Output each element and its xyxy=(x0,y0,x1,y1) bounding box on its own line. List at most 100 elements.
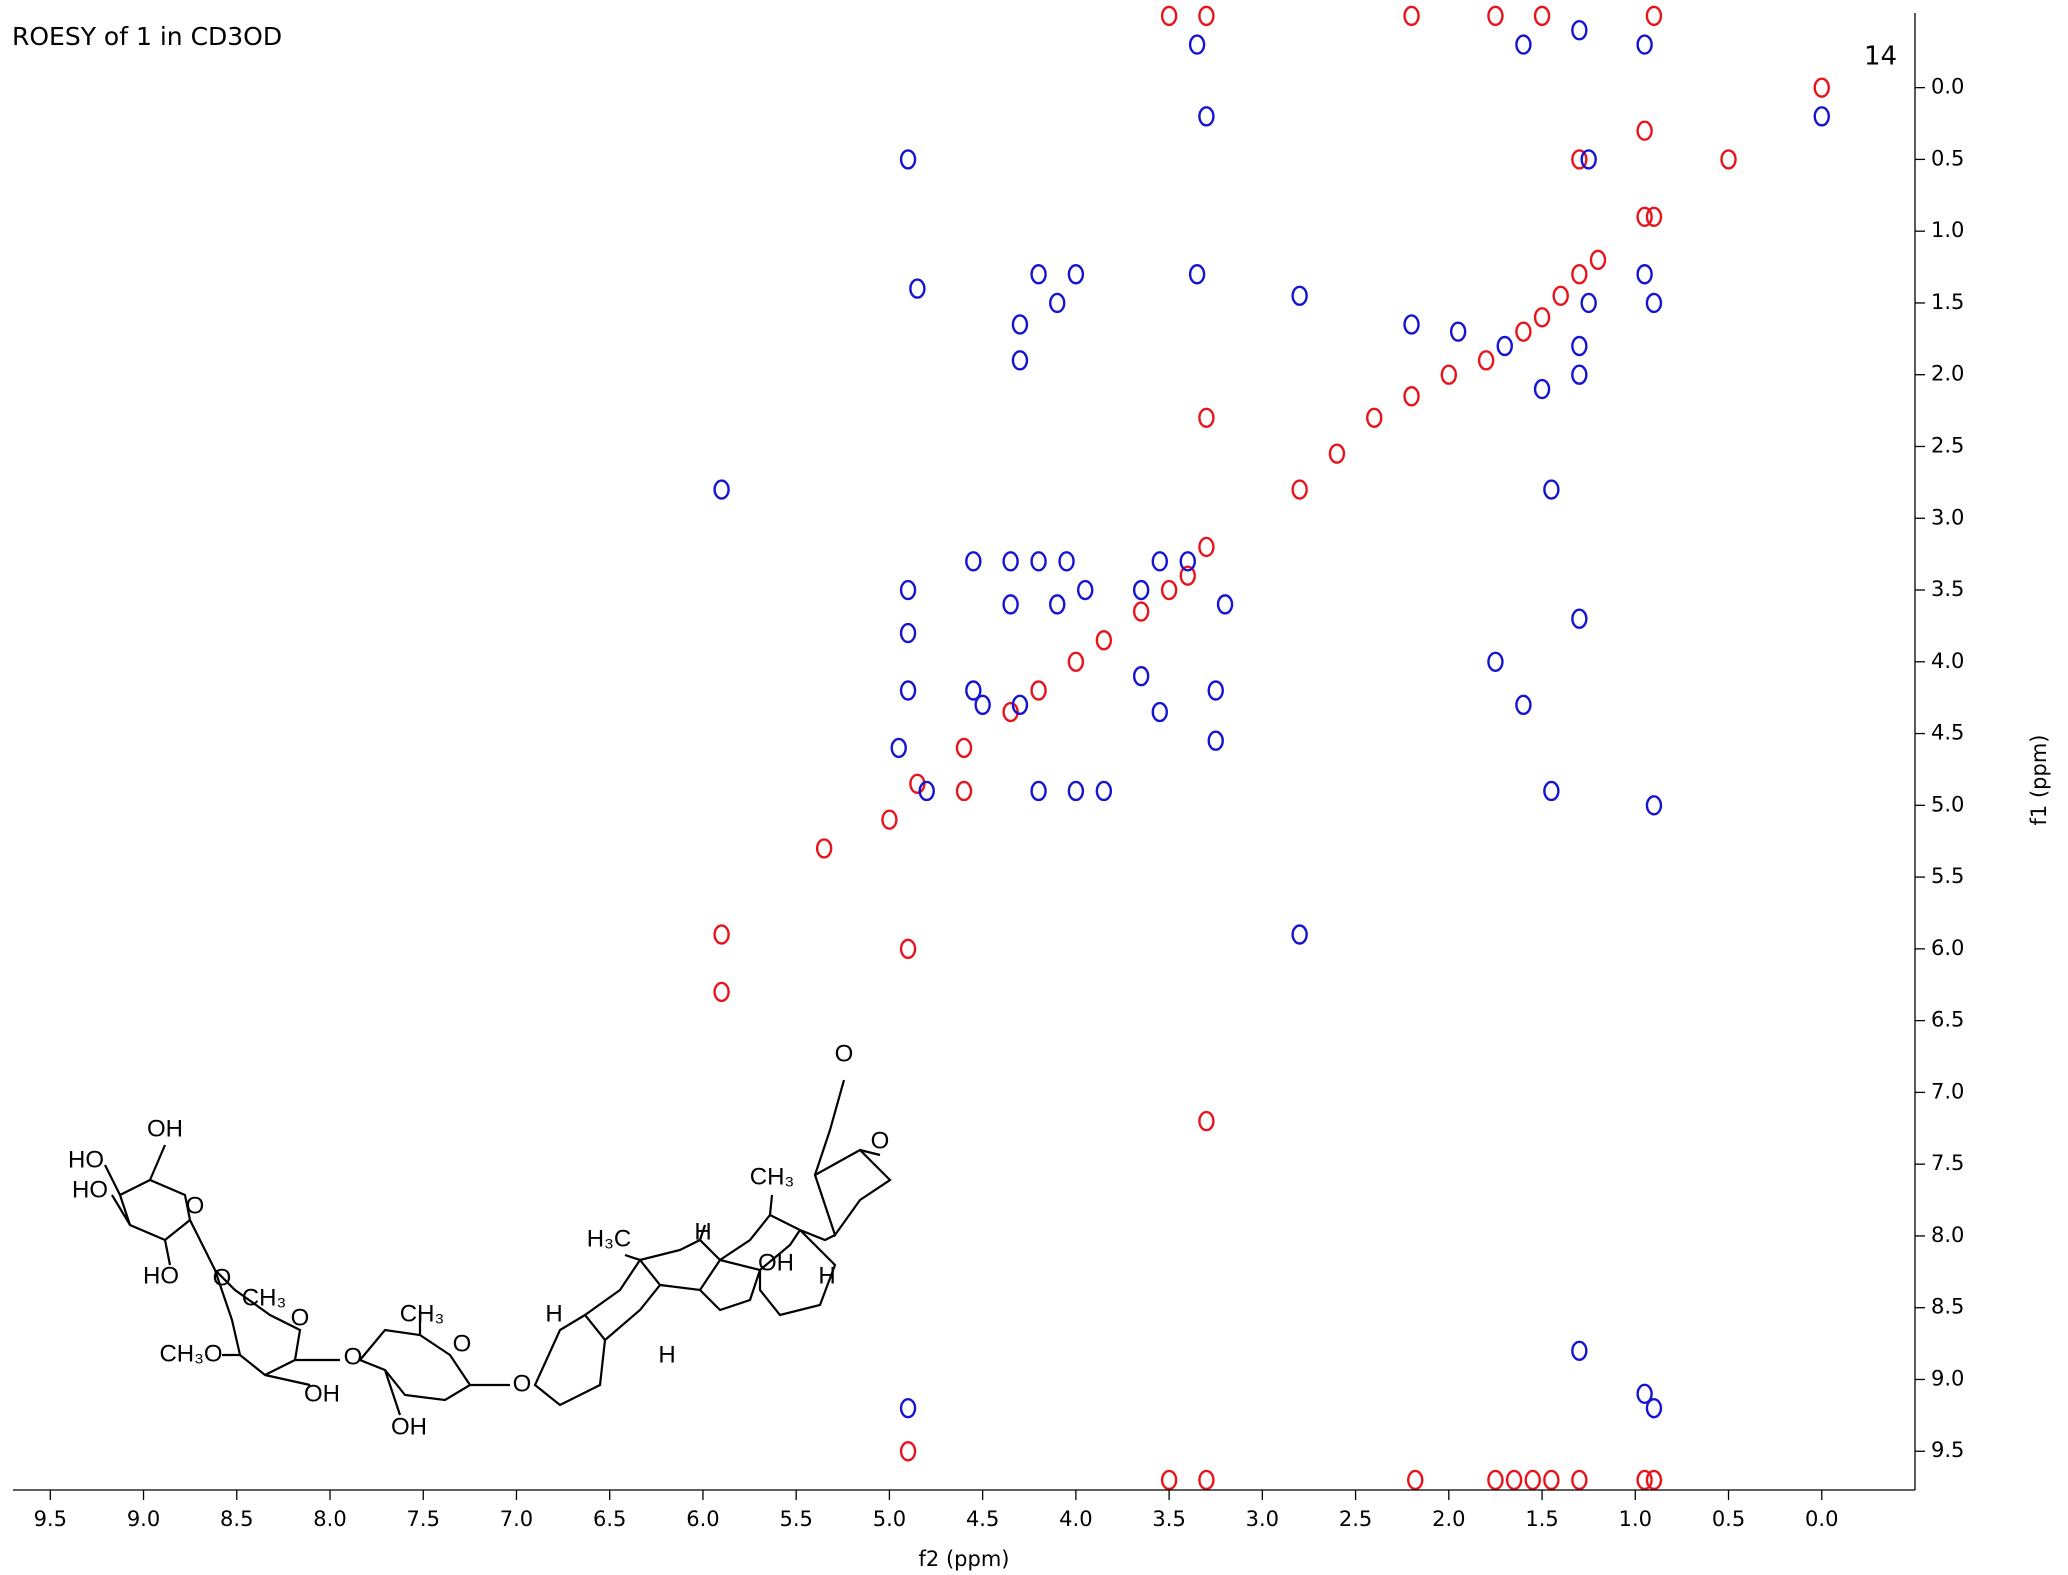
peak xyxy=(1198,1469,1215,1491)
structure-label: OH xyxy=(147,1115,183,1142)
peak xyxy=(1487,1469,1504,1491)
y-tick-label: 4.5 xyxy=(1931,721,1964,745)
x-tick-label: 4.0 xyxy=(1059,1507,1092,1531)
peak xyxy=(1160,579,1178,601)
structure-label: CH₃ xyxy=(400,1300,444,1327)
peak xyxy=(1571,149,1588,170)
structure-label: HO xyxy=(143,1262,179,1289)
peak xyxy=(899,1397,917,1419)
peak xyxy=(1407,1469,1424,1491)
peak xyxy=(1011,694,1029,716)
peak xyxy=(1151,701,1168,723)
structure-label: O xyxy=(186,1192,205,1219)
peak xyxy=(1067,651,1085,672)
peak xyxy=(1030,680,1047,701)
peak xyxy=(1487,5,1504,27)
structure-label: H xyxy=(694,1218,711,1245)
structure-label: O xyxy=(835,1040,854,1067)
x-tick-label: 0.5 xyxy=(1712,1507,1745,1531)
peak xyxy=(890,737,907,759)
y-tick-label: 4.0 xyxy=(1931,649,1964,673)
peak xyxy=(1002,551,1019,572)
peak xyxy=(1543,780,1560,802)
y-tick-label: 7.5 xyxy=(1931,1151,1964,1175)
peak xyxy=(1487,651,1504,672)
peak xyxy=(1198,106,1215,127)
y-tick-label: 8.0 xyxy=(1931,1223,1964,1247)
peak xyxy=(1645,5,1663,27)
peak xyxy=(1645,292,1663,314)
peak xyxy=(1132,665,1150,687)
peak xyxy=(1011,350,1029,371)
peak xyxy=(1067,780,1085,802)
peak xyxy=(1216,594,1234,615)
peak xyxy=(1049,594,1066,615)
structure-label: OH xyxy=(391,1413,427,1440)
structure-label: H xyxy=(545,1300,562,1327)
peak xyxy=(881,809,898,830)
y-tick-label: 5.5 xyxy=(1931,864,1964,888)
peak xyxy=(1571,335,1588,357)
y-tick-label: 8.5 xyxy=(1931,1295,1964,1319)
structure-label: CH₃O xyxy=(159,1340,222,1367)
y-axis-label: f1 (ppm) xyxy=(2027,735,2051,826)
peak xyxy=(1636,34,1653,55)
peak xyxy=(965,680,982,701)
x-tick-label: 3.5 xyxy=(1152,1507,1185,1531)
annotation: 14 xyxy=(1864,42,1897,72)
y-tick-label: 9.5 xyxy=(1931,1438,1964,1462)
structure-label: H₃C xyxy=(587,1225,631,1252)
peak xyxy=(1515,321,1532,342)
x-tick-label: 9.0 xyxy=(127,1507,160,1531)
peak xyxy=(1291,285,1308,306)
peak xyxy=(1477,350,1495,371)
bonds xyxy=(104,1079,892,1416)
x-tick-label: 4.5 xyxy=(966,1507,999,1531)
peak xyxy=(1645,795,1663,816)
peak xyxy=(1645,206,1663,228)
x-axis-label: f2 (ppm) xyxy=(919,1547,1010,1571)
x-tick-label: 2.5 xyxy=(1339,1507,1372,1531)
structure-label: O xyxy=(453,1330,472,1357)
peak xyxy=(955,737,973,759)
peak xyxy=(1720,149,1737,170)
structure-label: O xyxy=(213,1264,232,1291)
peak xyxy=(918,780,935,802)
peak xyxy=(1058,551,1075,572)
peak xyxy=(1179,565,1196,586)
peak xyxy=(713,924,730,945)
y-tick-label: 1.0 xyxy=(1931,218,1964,242)
peak xyxy=(1636,264,1653,285)
peak xyxy=(1403,386,1420,407)
peak xyxy=(1645,1469,1663,1491)
y-tick-label: 9.0 xyxy=(1931,1366,1964,1390)
x-tick-label: 2.0 xyxy=(1432,1507,1465,1531)
x-tick-label: 9.5 xyxy=(34,1507,67,1531)
peak xyxy=(1571,20,1588,41)
structure-label: OH xyxy=(758,1249,794,1276)
peak xyxy=(1571,1469,1588,1491)
x-tick-label: 8.0 xyxy=(313,1507,346,1531)
peak xyxy=(1188,34,1206,55)
peak xyxy=(1160,5,1178,27)
peak xyxy=(899,938,917,960)
y-tick-label: 3.0 xyxy=(1931,505,1964,529)
peak xyxy=(1589,249,1607,271)
x-tick-label: 1.0 xyxy=(1619,1507,1652,1531)
peak xyxy=(815,838,833,859)
y-tick-label: 2.5 xyxy=(1931,433,1964,457)
y-tick-label: 3.5 xyxy=(1931,577,1964,601)
peak xyxy=(1440,364,1458,385)
peak xyxy=(1198,1110,1215,1132)
x-tick-label: 8.5 xyxy=(220,1507,253,1531)
peak xyxy=(1132,601,1150,622)
structure-label: O xyxy=(871,1127,890,1154)
peak xyxy=(1580,149,1597,170)
peak xyxy=(899,149,917,170)
peak xyxy=(1533,307,1551,328)
peak xyxy=(1095,630,1113,651)
peak xyxy=(1030,780,1047,802)
y-tick-label: 6.0 xyxy=(1931,936,1964,960)
peak xyxy=(1198,407,1215,428)
